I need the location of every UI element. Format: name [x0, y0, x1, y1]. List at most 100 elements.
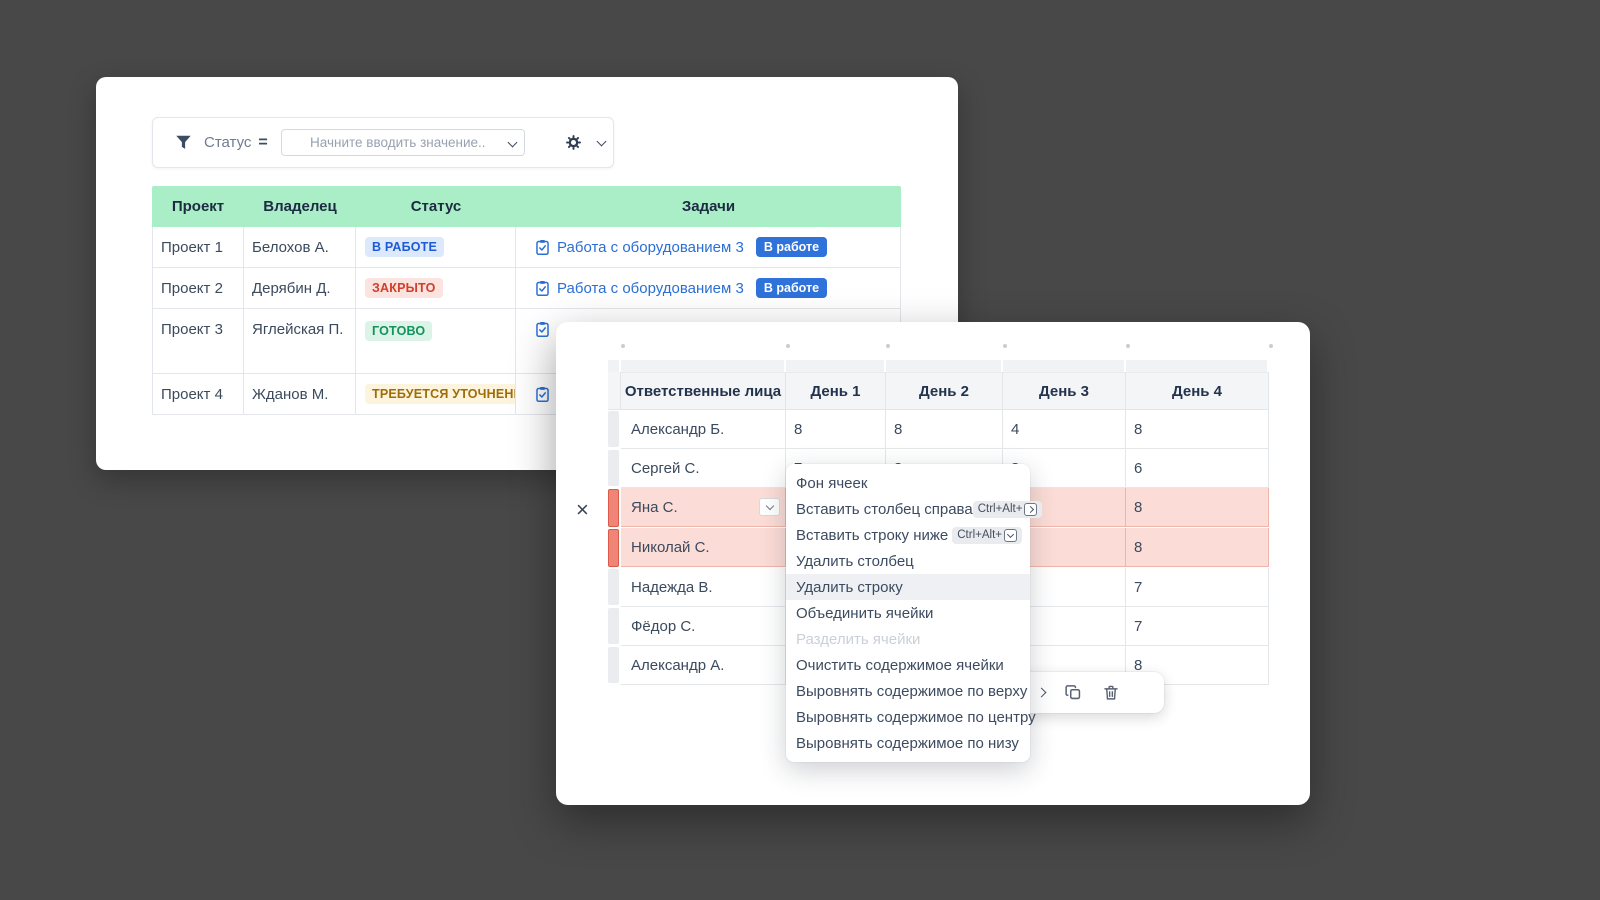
- owner-cell[interactable]: Белохов А.: [244, 227, 356, 267]
- task-link[interactable]: Работа с оборудованием 3: [557, 238, 744, 256]
- context-menu-item[interactable]: Фон ячеек: [796, 474, 868, 492]
- gear-icon[interactable]: [565, 134, 582, 151]
- schedule-table-row: Александр Б. 8 8 4 8: [608, 410, 1269, 449]
- project-table-row: Проект 1 Белохов А. В РАБОТЕ Работа с об…: [152, 227, 901, 268]
- owner-cell[interactable]: Дерябин Д.: [244, 268, 356, 308]
- task-status-badge: В работе: [755, 278, 828, 298]
- project-cell[interactable]: Проект 4: [152, 374, 244, 414]
- owner-cell[interactable]: Жданов М.: [244, 374, 356, 414]
- context-menu-item[interactable]: Удалить строку: [786, 574, 1030, 600]
- person-cell[interactable]: Александр А.: [621, 646, 786, 685]
- owner-cell[interactable]: Яглейская П.: [244, 309, 356, 373]
- filter-value-input[interactable]: [280, 129, 525, 156]
- project-table-row: Проект 4 Жданов М. ТРЕБУЕТСЯ УТОЧНЕНИЕ: [152, 374, 901, 415]
- context-menu-item[interactable]: Выровнять содержимое по верху: [796, 682, 1028, 700]
- task-link[interactable]: Работа с оборудованием 3: [557, 279, 744, 297]
- status-cell[interactable]: ЗАКРЫТО: [356, 268, 516, 308]
- day-cell[interactable]: 8: [886, 410, 1003, 449]
- task-clipboard-icon: [534, 239, 551, 256]
- person-cell[interactable]: Фёдор С.: [621, 607, 786, 646]
- day-cell[interactable]: 8: [786, 410, 886, 449]
- corner-cell: [608, 372, 621, 410]
- resize-dot[interactable]: [1126, 344, 1130, 348]
- context-menu-item[interactable]: Выровнять содержимое по центру: [796, 708, 1036, 726]
- day-cell[interactable]: 7: [1126, 568, 1269, 607]
- person-cell[interactable]: Николай С.: [621, 528, 786, 567]
- filter-operator: =: [258, 133, 268, 151]
- column-header: Ответственные лица: [621, 372, 786, 410]
- day-cell[interactable]: 8: [1126, 488, 1269, 527]
- status-cell[interactable]: ГОТОВО: [356, 309, 516, 373]
- row-handle[interactable]: [608, 569, 619, 605]
- context-menu-item[interactable]: Вставить строку ниже Ctrl+Alt+: [786, 522, 1030, 548]
- close-selection-icon[interactable]: ×: [576, 497, 589, 522]
- task-clipboard-icon: [534, 386, 551, 403]
- day-cell[interactable]: 8: [1126, 528, 1269, 567]
- column-handle[interactable]: [886, 360, 1003, 372]
- status-cell[interactable]: В РАБОТЕ: [356, 227, 516, 267]
- task-cell[interactable]: Работа с оборудованием 3 В работе: [516, 227, 901, 267]
- grid-window: × Ответственные лица День 1 День 2 День 3 Де…: [556, 322, 1310, 805]
- status-badge: В РАБОТЕ: [365, 237, 445, 257]
- trash-icon[interactable]: [1102, 684, 1120, 702]
- context-menu-item[interactable]: Удалить столбец: [796, 552, 914, 570]
- day-cell[interactable]: 8: [1126, 410, 1269, 449]
- resize-dot[interactable]: [886, 344, 890, 348]
- column-handle[interactable]: [1003, 360, 1126, 372]
- chevron-down-icon[interactable]: [596, 136, 607, 147]
- context-menu: Фон ячеек Вставить столбец справа Ctrl+A…: [786, 464, 1043, 762]
- resize-dot[interactable]: [621, 344, 625, 348]
- filter-icon: [175, 134, 192, 151]
- status-cell[interactable]: ТРЕБУЕТСЯ УТОЧНЕНИЕ: [356, 374, 516, 414]
- projects-table-header: Проект Владелец Статус Задачи: [152, 186, 901, 227]
- resize-dot[interactable]: [1003, 344, 1007, 348]
- row-handle[interactable]: [608, 450, 619, 486]
- copy-icon[interactable]: [1064, 683, 1083, 702]
- chevron-right-icon[interactable]: [1036, 687, 1047, 698]
- projects-table: Проект Владелец Статус Задачи Проект 1 Бело…: [152, 186, 901, 415]
- day-cell[interactable]: 6: [1126, 449, 1269, 488]
- row-handle[interactable]: [608, 411, 619, 447]
- resize-dot[interactable]: [786, 344, 790, 348]
- day-cell[interactable]: 4: [1003, 410, 1126, 449]
- context-menu-item[interactable]: Вставить столбец справа Ctrl+Alt+: [786, 496, 1043, 522]
- context-menu-item[interactable]: Разделить ячейки: [796, 630, 921, 648]
- task-cell[interactable]: Работа с оборудованием 3 В работе: [516, 268, 901, 308]
- column-handle[interactable]: [608, 360, 621, 372]
- context-menu-item[interactable]: Очистить содержимое ячейки: [796, 656, 1004, 674]
- project-cell[interactable]: Проект 1: [152, 227, 244, 267]
- person-cell[interactable]: Александр Б.: [621, 410, 786, 449]
- shortcut-badge: Ctrl+Alt+: [952, 526, 1022, 544]
- resize-dot[interactable]: [1269, 344, 1273, 348]
- column-handle[interactable]: [621, 360, 786, 372]
- person-cell[interactable]: Сергей С.: [621, 449, 786, 488]
- person-cell[interactable]: Яна С.: [621, 488, 786, 527]
- person-cell[interactable]: Надежда В.: [621, 568, 786, 607]
- project-cell[interactable]: Проект 3: [152, 309, 244, 373]
- project-table-row: Проект 3 Яглейская П. ГОТОВО: [152, 309, 901, 374]
- shortcut-arrow-icon: [1004, 528, 1017, 542]
- day-cell[interactable]: 7: [1126, 607, 1269, 646]
- project-cell[interactable]: Проект 2: [152, 268, 244, 308]
- schedule-table-header: Ответственные лица День 1 День 2 День 3 День…: [608, 372, 1269, 410]
- context-menu-item[interactable]: Выровнять содержимое по низу: [796, 734, 1019, 752]
- projects-window: Статус =: [96, 77, 958, 470]
- row-handle[interactable]: [608, 647, 619, 683]
- shortcut-badge: Ctrl+Alt+: [972, 500, 1043, 518]
- column-header: День 4: [1126, 372, 1269, 410]
- row-handle[interactable]: [608, 489, 619, 527]
- column-handle[interactable]: [786, 360, 886, 372]
- column-header: День 1: [786, 372, 886, 410]
- row-handle[interactable]: [608, 529, 619, 567]
- column-handle[interactable]: [1126, 360, 1269, 372]
- context-menu-item[interactable]: Объединить ячейки: [796, 604, 934, 622]
- filter-field-label: Статус: [204, 134, 252, 151]
- column-header: Задачи: [681, 198, 736, 215]
- task-clipboard-icon: [534, 321, 551, 338]
- column-handles-strip[interactable]: [608, 360, 1269, 372]
- task-clipboard-icon: [534, 280, 551, 297]
- project-table-row: Проект 2 Дерябин Д. ЗАКРЫТО Работа с обо…: [152, 268, 901, 309]
- row-handle[interactable]: [608, 608, 619, 644]
- selection-toolbar: [1012, 672, 1164, 713]
- chevron-down-button[interactable]: [759, 498, 780, 516]
